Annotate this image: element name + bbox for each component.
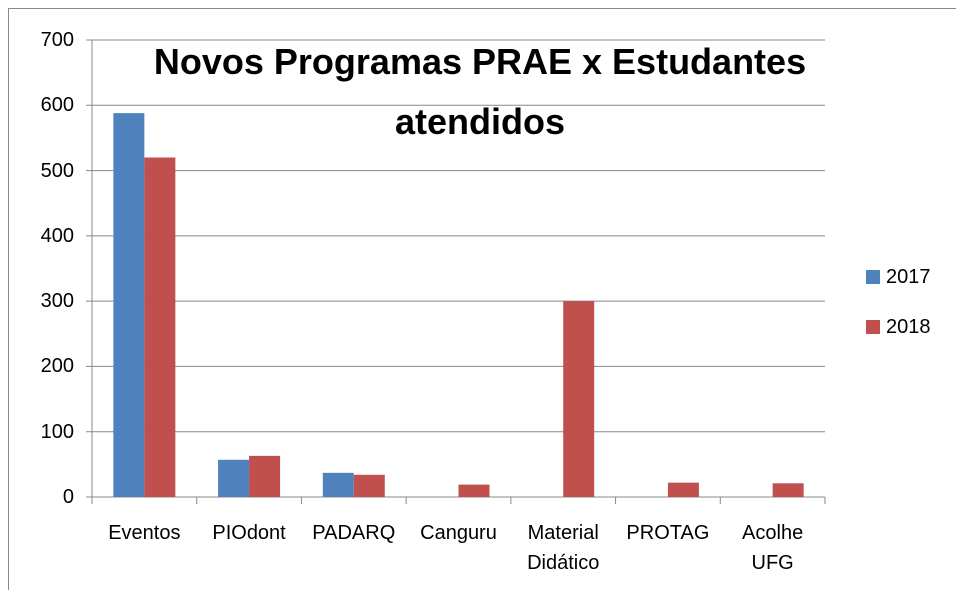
bar bbox=[563, 301, 595, 497]
y-tick-label: 600 bbox=[40, 94, 74, 117]
legend-swatch bbox=[866, 270, 880, 284]
bar bbox=[249, 455, 281, 497]
legend-swatch bbox=[866, 320, 880, 334]
x-tick-label: Acolhe UFG bbox=[742, 522, 804, 574]
y-tick-label: 500 bbox=[40, 159, 74, 182]
chart-border bbox=[8, 8, 956, 590]
bar bbox=[667, 482, 699, 497]
x-tick-label: Material Didático bbox=[527, 522, 600, 574]
bar bbox=[144, 157, 176, 497]
x-tick-label: PIOdont bbox=[212, 522, 286, 544]
x-tick-label: PADARQ bbox=[312, 522, 396, 544]
legend-label: 2018 bbox=[886, 316, 931, 338]
x-tick-label: Eventos bbox=[108, 522, 181, 544]
chart-title: Novos Programas PRAE x Estudantes atendi… bbox=[153, 41, 807, 142]
y-tick-label: 0 bbox=[62, 486, 74, 508]
bar bbox=[353, 474, 385, 497]
bar bbox=[113, 113, 145, 498]
y-tick-label: 200 bbox=[40, 355, 74, 378]
x-tick-label: PROTAG bbox=[626, 522, 710, 544]
y-tick-label: 400 bbox=[40, 224, 74, 247]
bar bbox=[458, 484, 490, 497]
y-tick-label: 300 bbox=[40, 290, 74, 313]
bar bbox=[322, 472, 354, 497]
legend-label: 2017 bbox=[886, 266, 931, 288]
x-tick-label: Canguru bbox=[420, 522, 497, 544]
bar bbox=[218, 459, 250, 497]
y-tick-label: 100 bbox=[40, 420, 74, 443]
y-tick-label: 700 bbox=[40, 29, 74, 51]
bar bbox=[772, 483, 804, 497]
